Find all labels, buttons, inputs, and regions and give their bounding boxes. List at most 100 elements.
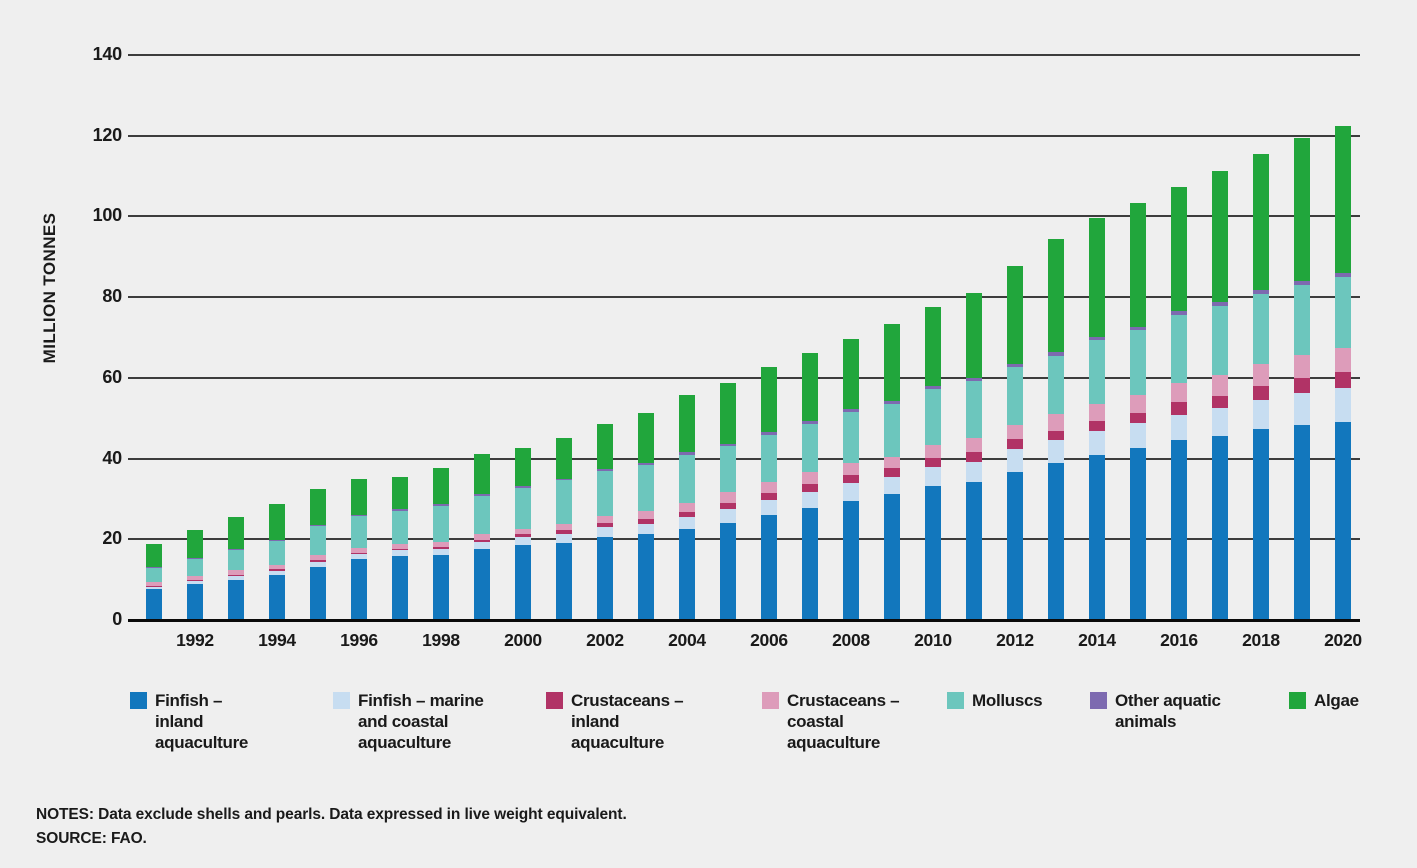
bar-segment xyxy=(1130,412,1146,424)
bar-segment xyxy=(1007,266,1023,365)
bar-segment xyxy=(597,516,613,524)
x-tick-label-1994: 1994 xyxy=(258,630,296,650)
gridline-60 xyxy=(128,376,1360,379)
bar-segment xyxy=(597,423,613,470)
bar-segment xyxy=(310,566,326,620)
legend-swatch-icon xyxy=(546,692,563,709)
legend-swatch-icon xyxy=(333,692,350,709)
bar-segment xyxy=(761,366,777,432)
x-tick-label-2002: 2002 xyxy=(586,630,624,650)
bar-segment xyxy=(925,466,941,486)
bar-segment xyxy=(966,381,982,439)
bar-segment xyxy=(597,537,613,620)
bar-segment xyxy=(392,509,408,511)
bar-segment xyxy=(1048,355,1064,415)
bar-segment xyxy=(392,548,408,551)
bar-segment xyxy=(1212,374,1228,396)
x-tick-label-2018: 2018 xyxy=(1242,630,1280,650)
x-tick-label-2006: 2006 xyxy=(750,630,788,650)
bar-segment xyxy=(966,482,982,620)
bar-segment xyxy=(884,456,900,468)
y-tick-label-140: 140 xyxy=(92,44,123,64)
bar-segment xyxy=(802,508,818,620)
legend-item: Crustaceans – coastal aquaculture xyxy=(762,690,962,770)
x-tick-label-2004: 2004 xyxy=(668,630,706,650)
x-tick-label-2010: 2010 xyxy=(914,630,952,650)
bar-segment xyxy=(1212,171,1228,302)
bar-segment xyxy=(351,515,367,517)
bar-segment xyxy=(638,463,654,466)
x-tick-label-1998: 1998 xyxy=(422,630,460,650)
bar-segment xyxy=(761,431,777,435)
bar-segment xyxy=(1048,352,1064,356)
bar-segment xyxy=(679,528,695,620)
bar-segment xyxy=(720,509,736,523)
bar-segment xyxy=(1294,285,1310,356)
bar-segment xyxy=(1089,340,1105,405)
bar-segment xyxy=(884,324,900,402)
x-tick-label-2000: 2000 xyxy=(504,630,542,650)
gridline-120 xyxy=(128,134,1360,137)
bar-segment xyxy=(269,540,285,565)
bar-segment xyxy=(884,494,900,620)
bar-segment xyxy=(351,547,367,553)
bar-segment xyxy=(1253,153,1269,290)
bar-segment xyxy=(351,478,367,516)
bar-segment xyxy=(679,511,695,518)
bar-segment xyxy=(638,518,654,524)
bar-segment xyxy=(228,574,244,576)
bar-segment xyxy=(925,386,941,389)
bar-segment xyxy=(1212,395,1228,409)
bar-segment xyxy=(843,474,859,483)
bar-segment xyxy=(146,589,162,620)
bar-segment xyxy=(433,505,449,543)
bar-segment xyxy=(556,534,572,544)
legend-label: Crustaceans – inland aquaculture xyxy=(571,691,684,752)
bar-segment xyxy=(474,454,490,495)
bar-segment xyxy=(638,412,654,464)
bar-segment xyxy=(269,569,285,571)
bar-segment xyxy=(1130,203,1146,327)
bar-segment xyxy=(884,401,900,405)
bar-segment xyxy=(228,579,244,620)
legend-swatch-icon xyxy=(130,692,147,709)
bar-segment xyxy=(1089,430,1105,455)
legend-item: Molluscs xyxy=(947,690,1147,770)
legend-swatch-icon xyxy=(947,692,964,709)
legend-item: Crustaceans – inland aquaculture xyxy=(546,690,746,770)
bar-segment xyxy=(433,504,449,506)
x-tick-label-2012: 2012 xyxy=(996,630,1034,650)
y-tick-label-20: 20 xyxy=(102,528,122,549)
bar-segment xyxy=(1171,186,1187,312)
bar-segment xyxy=(720,491,736,504)
bar-segment xyxy=(351,552,367,555)
bar-segment xyxy=(925,445,941,458)
bar-segment xyxy=(802,421,818,424)
bar-segment xyxy=(1335,421,1351,620)
y-tick-label-60: 60 xyxy=(102,366,122,387)
bar-segment xyxy=(269,574,285,620)
bar-segment xyxy=(597,471,613,517)
bar-segment xyxy=(146,585,162,587)
bar-segment xyxy=(679,517,695,529)
legend-label: Crustaceans – coastal aquaculture xyxy=(787,691,900,752)
x-axis-line xyxy=(128,619,1360,622)
bar-segment xyxy=(351,554,367,560)
bar-segment xyxy=(966,461,982,483)
bar-segment xyxy=(187,558,203,577)
bar-segment xyxy=(925,388,941,446)
bar-segment xyxy=(1294,355,1310,379)
bar-segment xyxy=(679,502,695,512)
bar-segment xyxy=(1089,454,1105,620)
bar-segment xyxy=(638,523,654,535)
x-tick-label-1992: 1992 xyxy=(176,630,214,650)
bar-segment xyxy=(843,339,859,409)
bar-segment xyxy=(1089,420,1105,431)
bar-segment xyxy=(146,544,162,567)
bar-segment xyxy=(884,404,900,457)
bar-segment xyxy=(1171,440,1187,620)
bar-segment xyxy=(843,500,859,620)
bar-segment xyxy=(1130,423,1146,449)
bar-segment xyxy=(761,434,777,482)
bar-segment xyxy=(1007,449,1023,473)
